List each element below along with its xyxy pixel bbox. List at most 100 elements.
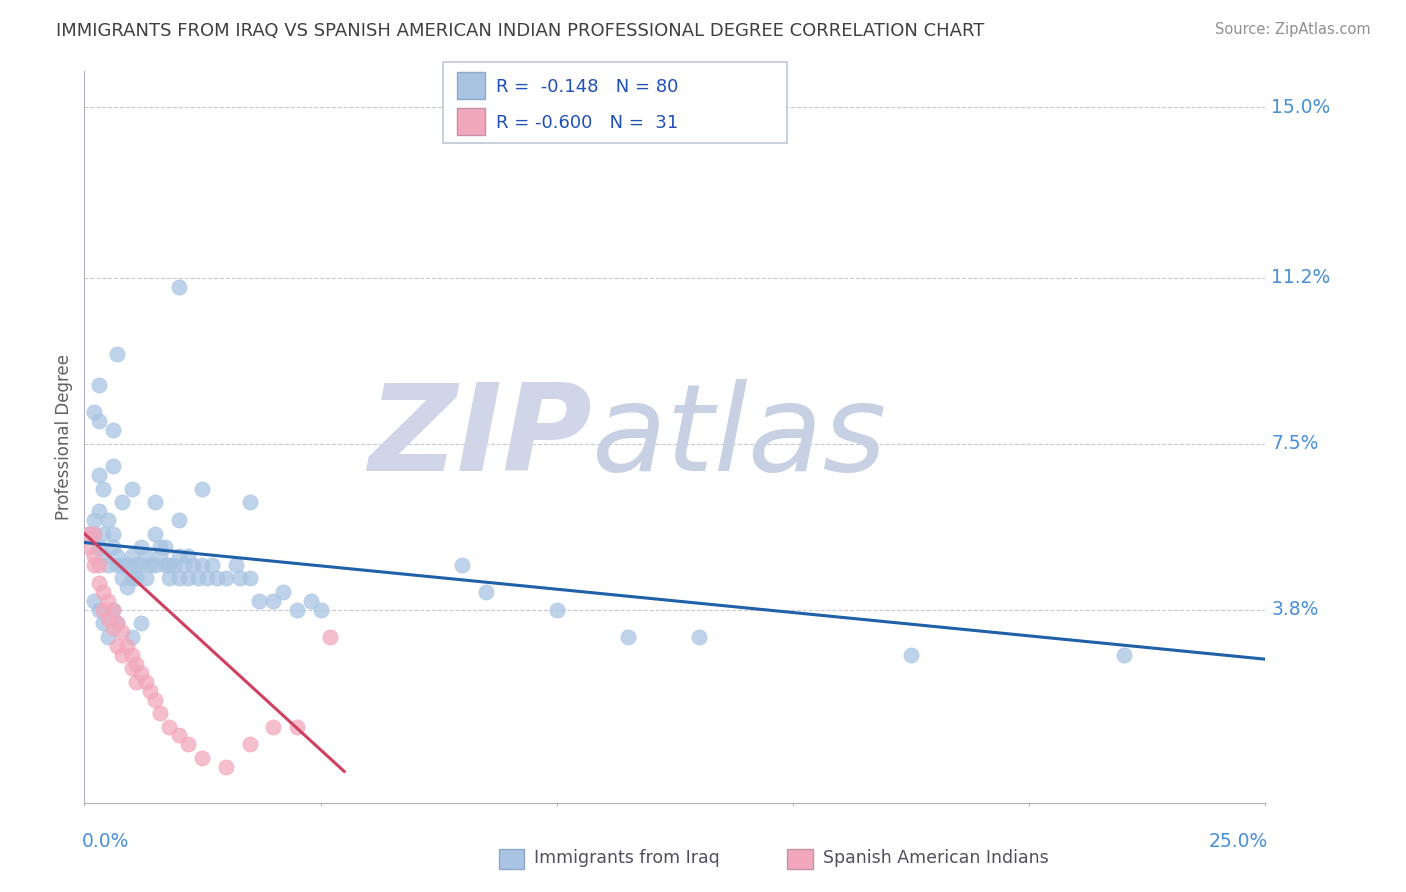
Point xyxy=(129,616,152,631)
Point xyxy=(87,414,110,428)
Text: Source: ZipAtlas.com: Source: ZipAtlas.com xyxy=(1215,22,1371,37)
Text: ZIP: ZIP xyxy=(368,378,592,496)
Text: 3.8%: 3.8% xyxy=(1271,600,1319,619)
Text: 15.0%: 15.0% xyxy=(1271,98,1330,117)
Text: 0.0%: 0.0% xyxy=(82,832,129,851)
Point xyxy=(167,571,190,585)
Point xyxy=(101,423,124,437)
Point xyxy=(143,526,166,541)
Point xyxy=(285,719,308,733)
Point xyxy=(215,571,238,585)
Point xyxy=(191,751,214,765)
Point xyxy=(111,625,134,640)
Point xyxy=(247,594,270,608)
Point xyxy=(195,571,218,585)
Point xyxy=(115,558,138,572)
Point xyxy=(285,603,308,617)
Point xyxy=(139,683,162,698)
Point xyxy=(107,347,129,361)
Point xyxy=(97,612,120,626)
Y-axis label: Professional Degree: Professional Degree xyxy=(55,354,73,520)
Point xyxy=(181,558,204,572)
Point xyxy=(111,495,134,509)
Point xyxy=(91,616,114,631)
Point xyxy=(167,513,190,527)
Text: R =  -0.148   N = 80: R = -0.148 N = 80 xyxy=(496,78,679,95)
Point xyxy=(225,558,247,572)
Point xyxy=(115,639,138,653)
Point xyxy=(91,585,114,599)
Point xyxy=(239,738,262,752)
Point xyxy=(101,540,124,554)
Point xyxy=(153,540,176,554)
Point xyxy=(163,558,186,572)
Point xyxy=(201,558,224,572)
Text: atlas: atlas xyxy=(592,378,887,496)
Point xyxy=(451,558,474,572)
Point xyxy=(87,558,110,572)
Point xyxy=(167,729,190,743)
Point xyxy=(87,575,110,590)
Point xyxy=(121,630,143,644)
Point xyxy=(167,279,190,293)
Point xyxy=(1112,648,1135,662)
Text: Spanish American Indians: Spanish American Indians xyxy=(823,849,1049,867)
Point xyxy=(688,630,710,644)
Text: 7.5%: 7.5% xyxy=(1271,434,1319,453)
Point xyxy=(262,719,284,733)
Text: Immigrants from Iraq: Immigrants from Iraq xyxy=(534,849,720,867)
Point xyxy=(157,571,180,585)
Point xyxy=(129,665,152,680)
Point xyxy=(91,482,114,496)
Point xyxy=(107,616,129,631)
Point xyxy=(121,648,143,662)
Point xyxy=(111,558,134,572)
Point xyxy=(121,549,143,563)
Point xyxy=(262,594,284,608)
Point xyxy=(101,621,124,635)
Point xyxy=(135,674,157,689)
Point xyxy=(107,558,129,572)
Point xyxy=(546,603,568,617)
Point xyxy=(107,616,129,631)
Point xyxy=(87,468,110,483)
Point xyxy=(83,405,105,419)
Point xyxy=(87,504,110,518)
Point xyxy=(157,558,180,572)
Point xyxy=(91,603,114,617)
Point xyxy=(101,603,124,617)
Point xyxy=(149,706,172,720)
Point xyxy=(143,558,166,572)
Point xyxy=(87,540,110,554)
Point xyxy=(83,549,105,563)
Point xyxy=(129,540,152,554)
Point xyxy=(83,594,105,608)
Point xyxy=(177,571,200,585)
Point xyxy=(115,581,138,595)
Point xyxy=(101,459,124,474)
Point xyxy=(215,760,238,774)
Point xyxy=(107,639,129,653)
Point xyxy=(177,738,200,752)
Point xyxy=(83,526,105,541)
Point xyxy=(187,571,209,585)
Point xyxy=(97,558,120,572)
Point xyxy=(83,526,105,541)
Point xyxy=(111,571,134,585)
Text: 25.0%: 25.0% xyxy=(1209,832,1268,851)
Point xyxy=(87,378,110,392)
Point xyxy=(87,603,110,617)
Point xyxy=(239,571,262,585)
Point xyxy=(139,558,162,572)
Point xyxy=(229,571,252,585)
Point xyxy=(135,549,157,563)
Point xyxy=(121,571,143,585)
Point xyxy=(177,549,200,563)
Point xyxy=(900,648,922,662)
Point xyxy=(125,674,148,689)
Point xyxy=(129,558,152,572)
Point xyxy=(143,495,166,509)
Point xyxy=(101,603,124,617)
Point xyxy=(97,594,120,608)
Point xyxy=(157,719,180,733)
